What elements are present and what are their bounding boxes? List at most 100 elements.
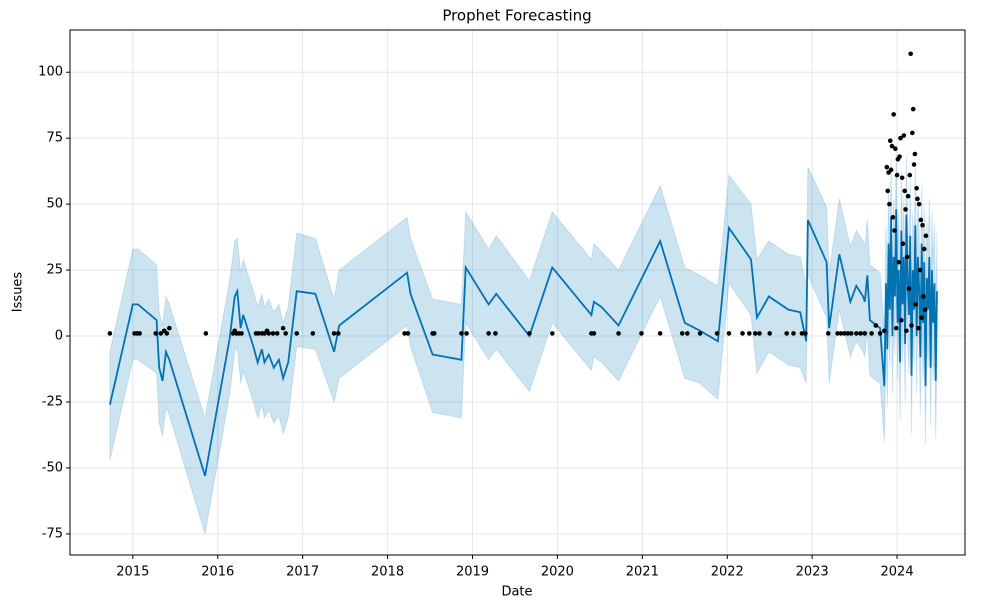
observed-point <box>657 331 663 336</box>
uncertainty-band <box>109 151 938 535</box>
observed-point <box>679 331 685 336</box>
observed-point <box>877 331 883 336</box>
observed-point <box>757 331 762 336</box>
observed-point <box>919 315 924 320</box>
observed-point <box>270 331 276 336</box>
observed-point <box>740 331 745 336</box>
observed-point <box>907 172 913 178</box>
observed-point <box>274 331 280 336</box>
observed-point <box>917 267 923 273</box>
observed-point <box>685 331 690 336</box>
y-tick-label: 100 <box>38 65 63 80</box>
observed-point <box>918 217 924 223</box>
observed-point <box>889 143 895 149</box>
observed-point <box>803 331 808 336</box>
observed-point <box>767 331 772 336</box>
observed-point <box>893 325 899 331</box>
observed-point <box>310 331 316 336</box>
observed-point <box>899 175 905 181</box>
observed-point <box>486 331 491 336</box>
observed-point <box>910 130 915 136</box>
observed-point <box>726 331 732 336</box>
observed-point <box>464 331 469 336</box>
observed-point <box>914 185 919 191</box>
y-axis-label: Issues <box>11 272 26 313</box>
observed-point <box>912 151 918 157</box>
observed-point <box>894 172 900 178</box>
observed-point <box>799 331 805 336</box>
observed-point <box>893 146 898 152</box>
observed-point <box>167 325 172 331</box>
y-tick-label: -25 <box>42 394 63 409</box>
observed-point <box>835 331 840 336</box>
observed-point <box>884 164 890 170</box>
x-tick-label: 2016 <box>201 565 234 580</box>
x-tick-label: 2022 <box>711 565 744 580</box>
observed-point <box>905 193 911 199</box>
observed-point <box>838 331 844 336</box>
observed-point <box>153 331 159 336</box>
observed-point <box>922 307 928 312</box>
observed-point <box>283 331 288 336</box>
observed-point <box>845 331 851 336</box>
observed-point <box>882 328 887 334</box>
observed-point <box>915 325 921 331</box>
observed-point <box>887 138 893 144</box>
observed-point <box>910 106 916 112</box>
observed-point <box>294 331 300 336</box>
observed-point <box>158 331 164 336</box>
x-tick-label: 2019 <box>456 565 489 580</box>
observed-point <box>901 133 907 138</box>
observed-point <box>858 331 863 336</box>
observed-point <box>747 331 752 336</box>
y-tick-label: 25 <box>46 263 63 278</box>
observed-point <box>854 331 859 336</box>
observed-point <box>892 228 897 233</box>
observed-point <box>911 162 917 167</box>
observed-point <box>904 328 909 334</box>
observed-point <box>616 331 621 336</box>
observed-point <box>107 331 113 336</box>
observed-point <box>908 51 913 57</box>
observed-point <box>784 331 789 336</box>
x-tick-label: 2015 <box>116 565 149 580</box>
observed-point <box>915 196 920 202</box>
observed-point <box>920 222 925 228</box>
observed-point <box>891 112 896 117</box>
x-tick-label: 2021 <box>626 565 659 580</box>
chart-title: Prophet Forecasting <box>442 7 591 25</box>
y-tick-label: 0 <box>55 329 63 344</box>
observed-point <box>906 286 912 291</box>
observed-point <box>902 188 908 194</box>
observed-point <box>869 331 874 336</box>
y-tick-label: 75 <box>46 131 63 146</box>
observed-point <box>493 331 498 336</box>
observed-point <box>550 331 555 336</box>
observed-point <box>873 323 879 328</box>
y-tick-label: 50 <box>46 197 63 212</box>
observed-point <box>897 154 902 159</box>
observed-point <box>331 331 337 336</box>
y-tick-label: -50 <box>42 460 63 475</box>
observed-point <box>909 323 914 328</box>
observed-point <box>791 331 796 336</box>
observed-point <box>862 331 868 336</box>
observed-point <box>402 331 407 336</box>
observed-point <box>916 201 922 207</box>
observed-point <box>885 188 891 194</box>
observed-point <box>921 294 926 299</box>
x-tick-label: 2023 <box>796 565 829 580</box>
observed-point <box>459 331 464 336</box>
observed-point <box>890 215 896 220</box>
observed-point <box>896 259 902 265</box>
observed-point <box>639 331 644 336</box>
observed-point <box>825 331 831 336</box>
observed-point <box>266 331 272 336</box>
observed-point <box>848 331 854 336</box>
observed-point <box>239 331 244 336</box>
observed-point <box>527 331 532 336</box>
x-tick-label: 2020 <box>541 565 574 580</box>
observed-point <box>913 302 919 307</box>
forecast-line <box>109 209 938 477</box>
